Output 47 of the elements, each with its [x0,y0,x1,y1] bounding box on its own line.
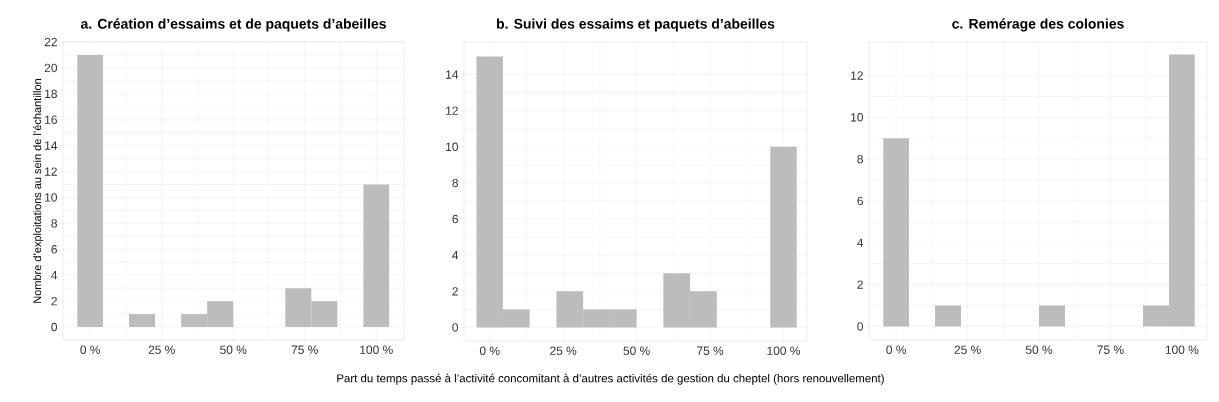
y-tick-label: 4 [452,251,459,260]
x-tick-label: 75 % [291,345,318,354]
y-tick-label: 10 [851,113,864,122]
x-tick-label: 50 % [623,346,650,355]
y-tick-label: 16 [45,115,57,124]
x-tick-label: 25 % [954,345,981,354]
x-tick-label: 100 % [360,345,393,354]
y-tick-label: 10 [446,142,459,152]
y-tick-label: 0 [857,322,864,331]
y-tick-label: 20 [44,63,58,73]
y-tick-label: 10 [45,193,58,202]
y-tick-label: 12 [851,71,863,80]
y-tick-label: 6 [452,214,458,224]
y-tick-label: 2 [51,296,57,306]
x-tick-label: 25 % [148,345,175,354]
y-tick-label: 6 [51,245,57,254]
y-tick-label: 8 [452,178,458,188]
y-axis-title: Nombre d’exploitations au sein de l’échantillon [33,79,44,303]
x-tick-label: 0 % [80,345,101,354]
x-tick-label: 75 % [1097,345,1124,354]
y-tick-label: 14 [45,141,58,150]
y-tick-label: 0 [452,323,459,332]
chart-title: a. Création d’essaims et de paquets d’abeilles [80,18,386,32]
y-tick-label: 2 [452,287,458,296]
x-tick-label: 75 % [697,346,724,355]
y-tick-label: 2 [857,280,863,289]
x-axis-title: Part du temps passé à l’activité concomitant à d’autres activités de gestion du cheptel (hors renouvellement) [337,373,884,385]
x-tick-label: 0 % [886,345,907,354]
y-tick-label: 6 [857,196,863,206]
x-tick-label: 50 % [220,345,247,354]
y-tick-label: 0 [51,322,58,332]
y-tick-label: 4 [51,271,58,280]
y-tick-label: 14 [446,70,459,79]
y-tick-label: 18 [45,89,57,99]
y-tick-label: 8 [857,154,863,164]
chart-title: c. Remérage des colonies [952,18,1124,32]
y-tick-label: 8 [51,219,57,228]
x-tick-label: 50 % [1025,345,1053,354]
y-tick-label: 12 [446,106,458,115]
chart-title: b. Suivi des essaims et paquets d’abeilles [497,18,775,32]
x-tick-label: 25 % [550,346,577,355]
y-tick-label: 12 [45,167,57,176]
x-tick-label: 100 % [1165,345,1199,354]
y-tick-label: 22 [44,37,57,47]
y-tick-label: 4 [857,238,864,247]
x-tick-label: 0 % [479,346,500,355]
x-tick-label: 100 % [767,346,801,355]
